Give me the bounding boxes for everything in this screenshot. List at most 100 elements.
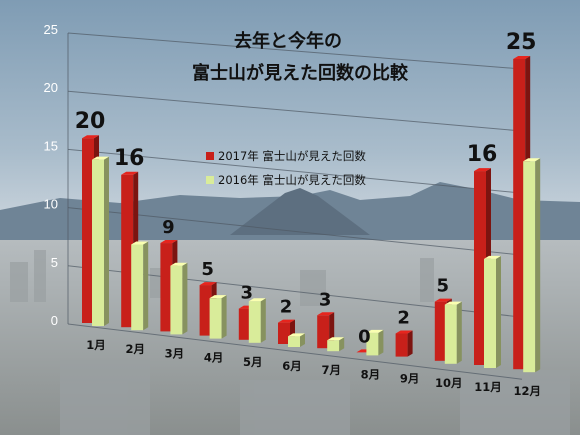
bar-2016-top: [131, 241, 149, 245]
bar-2016: [484, 255, 501, 368]
bar-2016: [327, 337, 345, 352]
data-label: 25: [506, 30, 537, 55]
x-tick-label: 12月: [513, 384, 541, 398]
data-label: 2: [397, 308, 410, 329]
bar-2017-front: [199, 285, 212, 336]
legend-swatch-2016: [206, 176, 214, 184]
bar-2016-side: [535, 158, 541, 373]
y-tick-label: 10: [44, 197, 58, 212]
legend-item-2016: 2016年 富士山が見えた回数: [206, 173, 366, 187]
bar-2016-top: [288, 333, 305, 337]
bar-2016-top: [327, 337, 345, 341]
bar-2016-front: [209, 298, 222, 339]
bar-2017-top: [474, 168, 491, 172]
x-axis-labels: 1月 2月 3月 4月 5月 6月 7月 8月 9月 10月 11月 12月: [86, 338, 541, 398]
gridline: [67, 148, 523, 194]
bar-2017-front: [160, 243, 173, 332]
chart-title-line1: 去年と今年の: [234, 30, 342, 52]
x-tick-label: 8月: [361, 367, 381, 381]
bar-2016: [170, 262, 188, 335]
bar-2016-top: [484, 255, 501, 259]
data-label: 5: [437, 276, 450, 297]
data-label: 3: [319, 289, 332, 310]
data-label: 3: [241, 283, 254, 304]
x-tick-label: 6月: [282, 359, 302, 373]
bar-2017-top: [434, 298, 452, 302]
gridline: [67, 323, 523, 380]
bar-2017-top: [121, 171, 139, 175]
x-tick-label: 3月: [165, 346, 185, 360]
gridline: [67, 32, 523, 70]
data-label: 20: [75, 109, 106, 134]
data-label: 0: [358, 326, 371, 347]
y-tick-label: 20: [44, 80, 58, 95]
x-tick-label: 7月: [321, 363, 341, 377]
gridline: [67, 207, 523, 256]
bar-2016-top: [170, 262, 188, 266]
data-label: 16: [467, 142, 498, 167]
bar-2016-side: [300, 333, 305, 347]
legend: 2017年 富士山が見えた回数 2016年 富士山が見えた回数: [206, 149, 366, 187]
bar-2016: [92, 156, 109, 326]
bar-2017-top: [317, 312, 335, 316]
bar-2017-top: [395, 330, 413, 334]
bar-2016: [523, 158, 541, 373]
bar-2016-side: [221, 295, 227, 339]
x-tick-label: 9月: [400, 372, 420, 386]
bar-2017-top: [278, 319, 295, 323]
bar-2016-side: [456, 301, 462, 364]
bar-2016-side: [339, 337, 345, 352]
bar-2016-top: [92, 156, 109, 160]
bar-2016-front: [366, 332, 379, 356]
bar-2017-front: [82, 138, 94, 323]
x-tick-label: 2月: [125, 342, 145, 356]
bar-2016-top: [523, 158, 541, 162]
bar-2017-front: [474, 171, 486, 365]
bar-2016: [131, 241, 149, 331]
bar-2016-front: [170, 265, 183, 335]
y-axis-ticks: 0 5 10 15 20 25: [44, 22, 58, 328]
gridline: [67, 90, 523, 132]
bar-2016-front: [92, 159, 104, 326]
bar-2017-front: [121, 174, 134, 328]
bar-2017-top: [160, 240, 178, 244]
bar-2016-top: [366, 329, 384, 333]
y-tick-label: 25: [44, 22, 58, 37]
data-label: 16: [114, 146, 145, 171]
legend-item-2017: 2017年 富士山が見えた回数: [206, 149, 366, 163]
bar-2016-front: [248, 301, 261, 343]
y-tick-label: 0: [51, 313, 58, 328]
bar-2017-top: [199, 282, 217, 286]
bars: [82, 56, 541, 373]
bar-2016-top: [209, 295, 227, 299]
legend-label-2017: 2017年 富士山が見えた回数: [218, 149, 366, 163]
legend-swatch-2017: [206, 152, 214, 160]
bar-2016-side: [104, 156, 109, 326]
bar-2017-front: [317, 315, 330, 349]
bar-2016-front: [288, 336, 300, 347]
bar-2017-top: [513, 56, 531, 59]
x-tick-label: 1月: [86, 338, 106, 352]
x-tick-label: 4月: [204, 351, 224, 365]
bar-2016: [366, 329, 384, 356]
y-tick-label: 5: [51, 255, 58, 270]
bar-2017-front: [238, 308, 251, 340]
bar-2016-front: [444, 304, 457, 364]
bar-2016: [444, 301, 462, 364]
bar-2017-top: [82, 135, 99, 139]
data-label: 2: [280, 297, 293, 318]
data-label: 5: [201, 259, 214, 280]
bar-2016-front: [131, 244, 144, 331]
bar-2017-front: [513, 59, 526, 370]
bar-2016-top: [444, 301, 462, 305]
bar-2016: [248, 298, 266, 343]
bar-2016-side: [378, 329, 384, 356]
bar-2016-front: [484, 258, 496, 368]
bar-2016-front: [327, 340, 340, 352]
bar-2017-front: [434, 301, 447, 361]
data-label: 9: [162, 217, 175, 238]
bar-2016: [209, 295, 227, 339]
bar-2016: [288, 333, 305, 347]
